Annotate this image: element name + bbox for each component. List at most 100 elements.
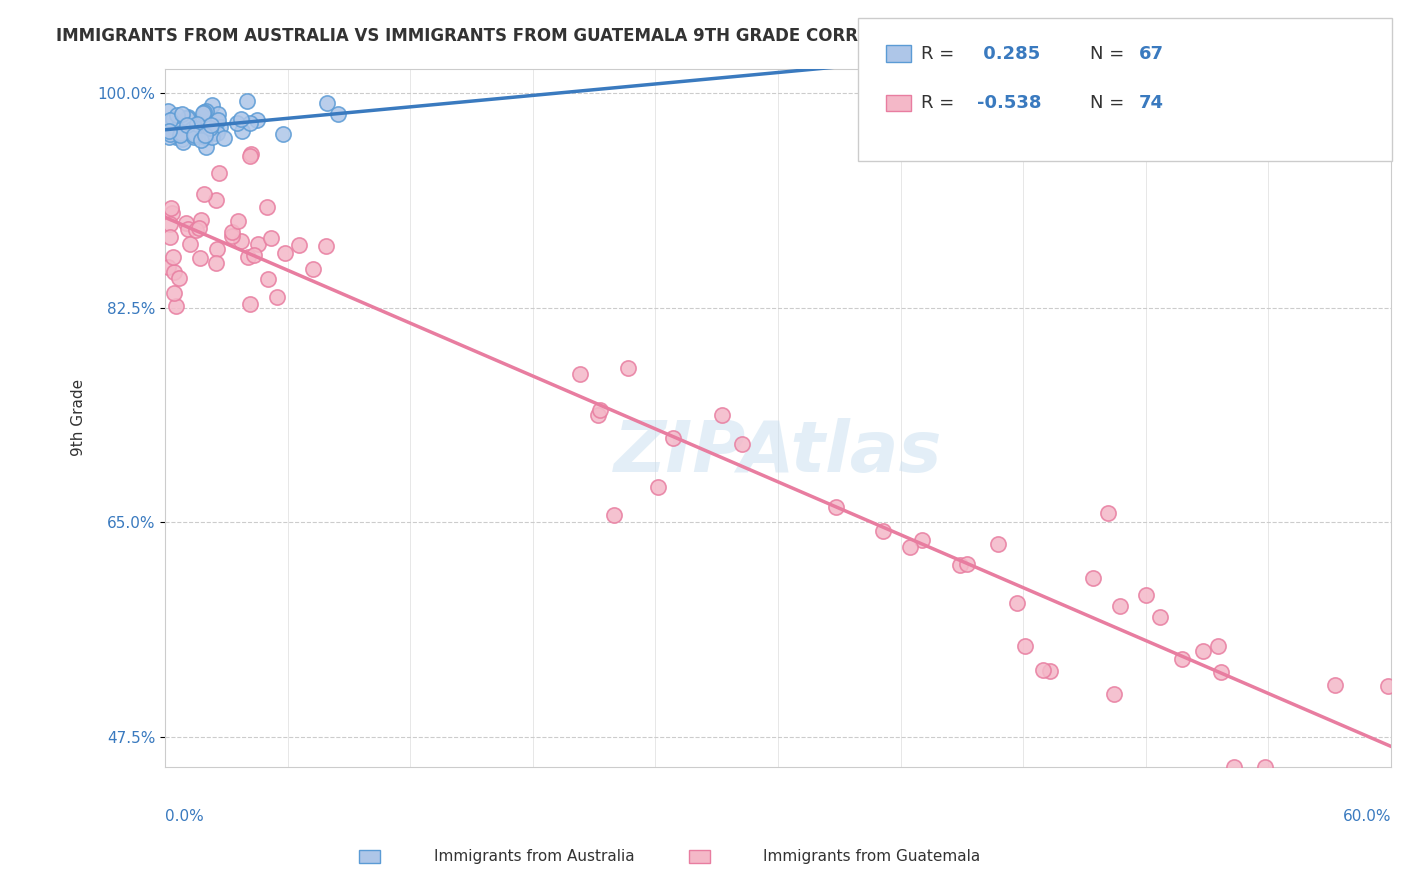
Point — [256, 201, 278, 215]
Text: Immigrants from Guatemala: Immigrants from Guatemala — [763, 849, 980, 863]
Point — [176, 112, 198, 127]
Point — [911, 533, 934, 547]
Point — [315, 239, 337, 253]
Point — [201, 98, 224, 112]
Point — [162, 205, 184, 219]
Point — [239, 149, 262, 163]
Point — [231, 123, 253, 137]
Point — [225, 116, 247, 130]
Point — [245, 112, 267, 127]
Point — [662, 431, 685, 445]
Point — [169, 117, 191, 131]
Point — [274, 246, 297, 260]
Point — [194, 129, 217, 144]
Point — [1005, 596, 1028, 610]
Point — [212, 131, 235, 145]
Point — [162, 285, 184, 300]
Point — [236, 250, 259, 264]
Point — [159, 229, 181, 244]
Point — [187, 119, 209, 133]
Point — [172, 135, 194, 149]
Point — [169, 128, 191, 143]
Point — [239, 297, 262, 311]
Point — [190, 133, 212, 147]
Point — [586, 408, 609, 422]
Point — [229, 234, 252, 248]
Point — [1254, 760, 1277, 774]
Point — [193, 105, 215, 120]
Point — [174, 114, 197, 128]
Point — [165, 128, 187, 142]
Point — [159, 217, 181, 231]
Point — [187, 220, 209, 235]
Point — [221, 229, 243, 244]
Text: N =: N = — [1090, 94, 1129, 112]
Point — [208, 120, 231, 134]
Point — [165, 299, 187, 313]
Point — [157, 124, 180, 138]
Point — [1038, 664, 1060, 678]
Point — [1014, 639, 1036, 653]
Point — [177, 118, 200, 132]
Point — [301, 262, 323, 277]
Text: 0.0%: 0.0% — [165, 809, 204, 824]
Point — [200, 121, 222, 136]
Point — [1206, 639, 1229, 653]
Point — [169, 126, 191, 140]
Point — [162, 250, 184, 264]
Point — [202, 126, 225, 140]
Point — [266, 290, 288, 304]
Point — [170, 117, 193, 131]
Point — [183, 128, 205, 142]
Point — [181, 121, 204, 136]
Point — [184, 120, 207, 135]
Point — [603, 508, 626, 523]
Point — [165, 130, 187, 145]
Y-axis label: 9th Grade: 9th Grade — [72, 379, 86, 457]
Point — [1223, 760, 1246, 774]
Point — [949, 558, 972, 572]
Point — [568, 367, 591, 381]
Text: Source: ZipAtlas.com: Source: ZipAtlas.com — [1202, 27, 1350, 41]
Point — [236, 95, 259, 109]
Point — [205, 115, 228, 129]
Point — [1102, 687, 1125, 701]
Point — [166, 108, 188, 122]
Text: IMMIGRANTS FROM AUSTRALIA VS IMMIGRANTS FROM GUATEMALA 9TH GRADE CORRELATION CHA: IMMIGRANTS FROM AUSTRALIA VS IMMIGRANTS … — [56, 27, 1005, 45]
Point — [176, 222, 198, 236]
Point — [179, 236, 201, 251]
Point — [194, 140, 217, 154]
Point — [205, 193, 228, 207]
Point — [177, 112, 200, 126]
Point — [181, 128, 204, 143]
Point — [1324, 678, 1347, 692]
Point — [159, 127, 181, 141]
Point — [176, 118, 198, 132]
Point — [1097, 506, 1119, 520]
Point — [1032, 663, 1054, 677]
Point — [174, 123, 197, 137]
Text: -0.538: -0.538 — [977, 94, 1042, 112]
Point — [172, 132, 194, 146]
Point — [243, 248, 266, 262]
Point — [193, 128, 215, 143]
Text: R =: R = — [921, 45, 960, 62]
Point — [200, 118, 222, 132]
Point — [617, 361, 640, 376]
Point — [647, 480, 669, 494]
Text: R =: R = — [921, 94, 960, 112]
Point — [190, 212, 212, 227]
Point — [186, 117, 208, 131]
Point — [207, 242, 229, 256]
Point — [193, 186, 215, 201]
Text: 60.0%: 60.0% — [1343, 809, 1391, 824]
Point — [1211, 665, 1233, 679]
Point — [257, 271, 280, 285]
Point — [271, 128, 294, 142]
Point — [176, 111, 198, 125]
Point — [731, 437, 754, 451]
Point — [1171, 652, 1194, 666]
Point — [1083, 571, 1105, 585]
Point — [190, 251, 212, 265]
Text: Immigrants from Australia: Immigrants from Australia — [434, 849, 634, 863]
